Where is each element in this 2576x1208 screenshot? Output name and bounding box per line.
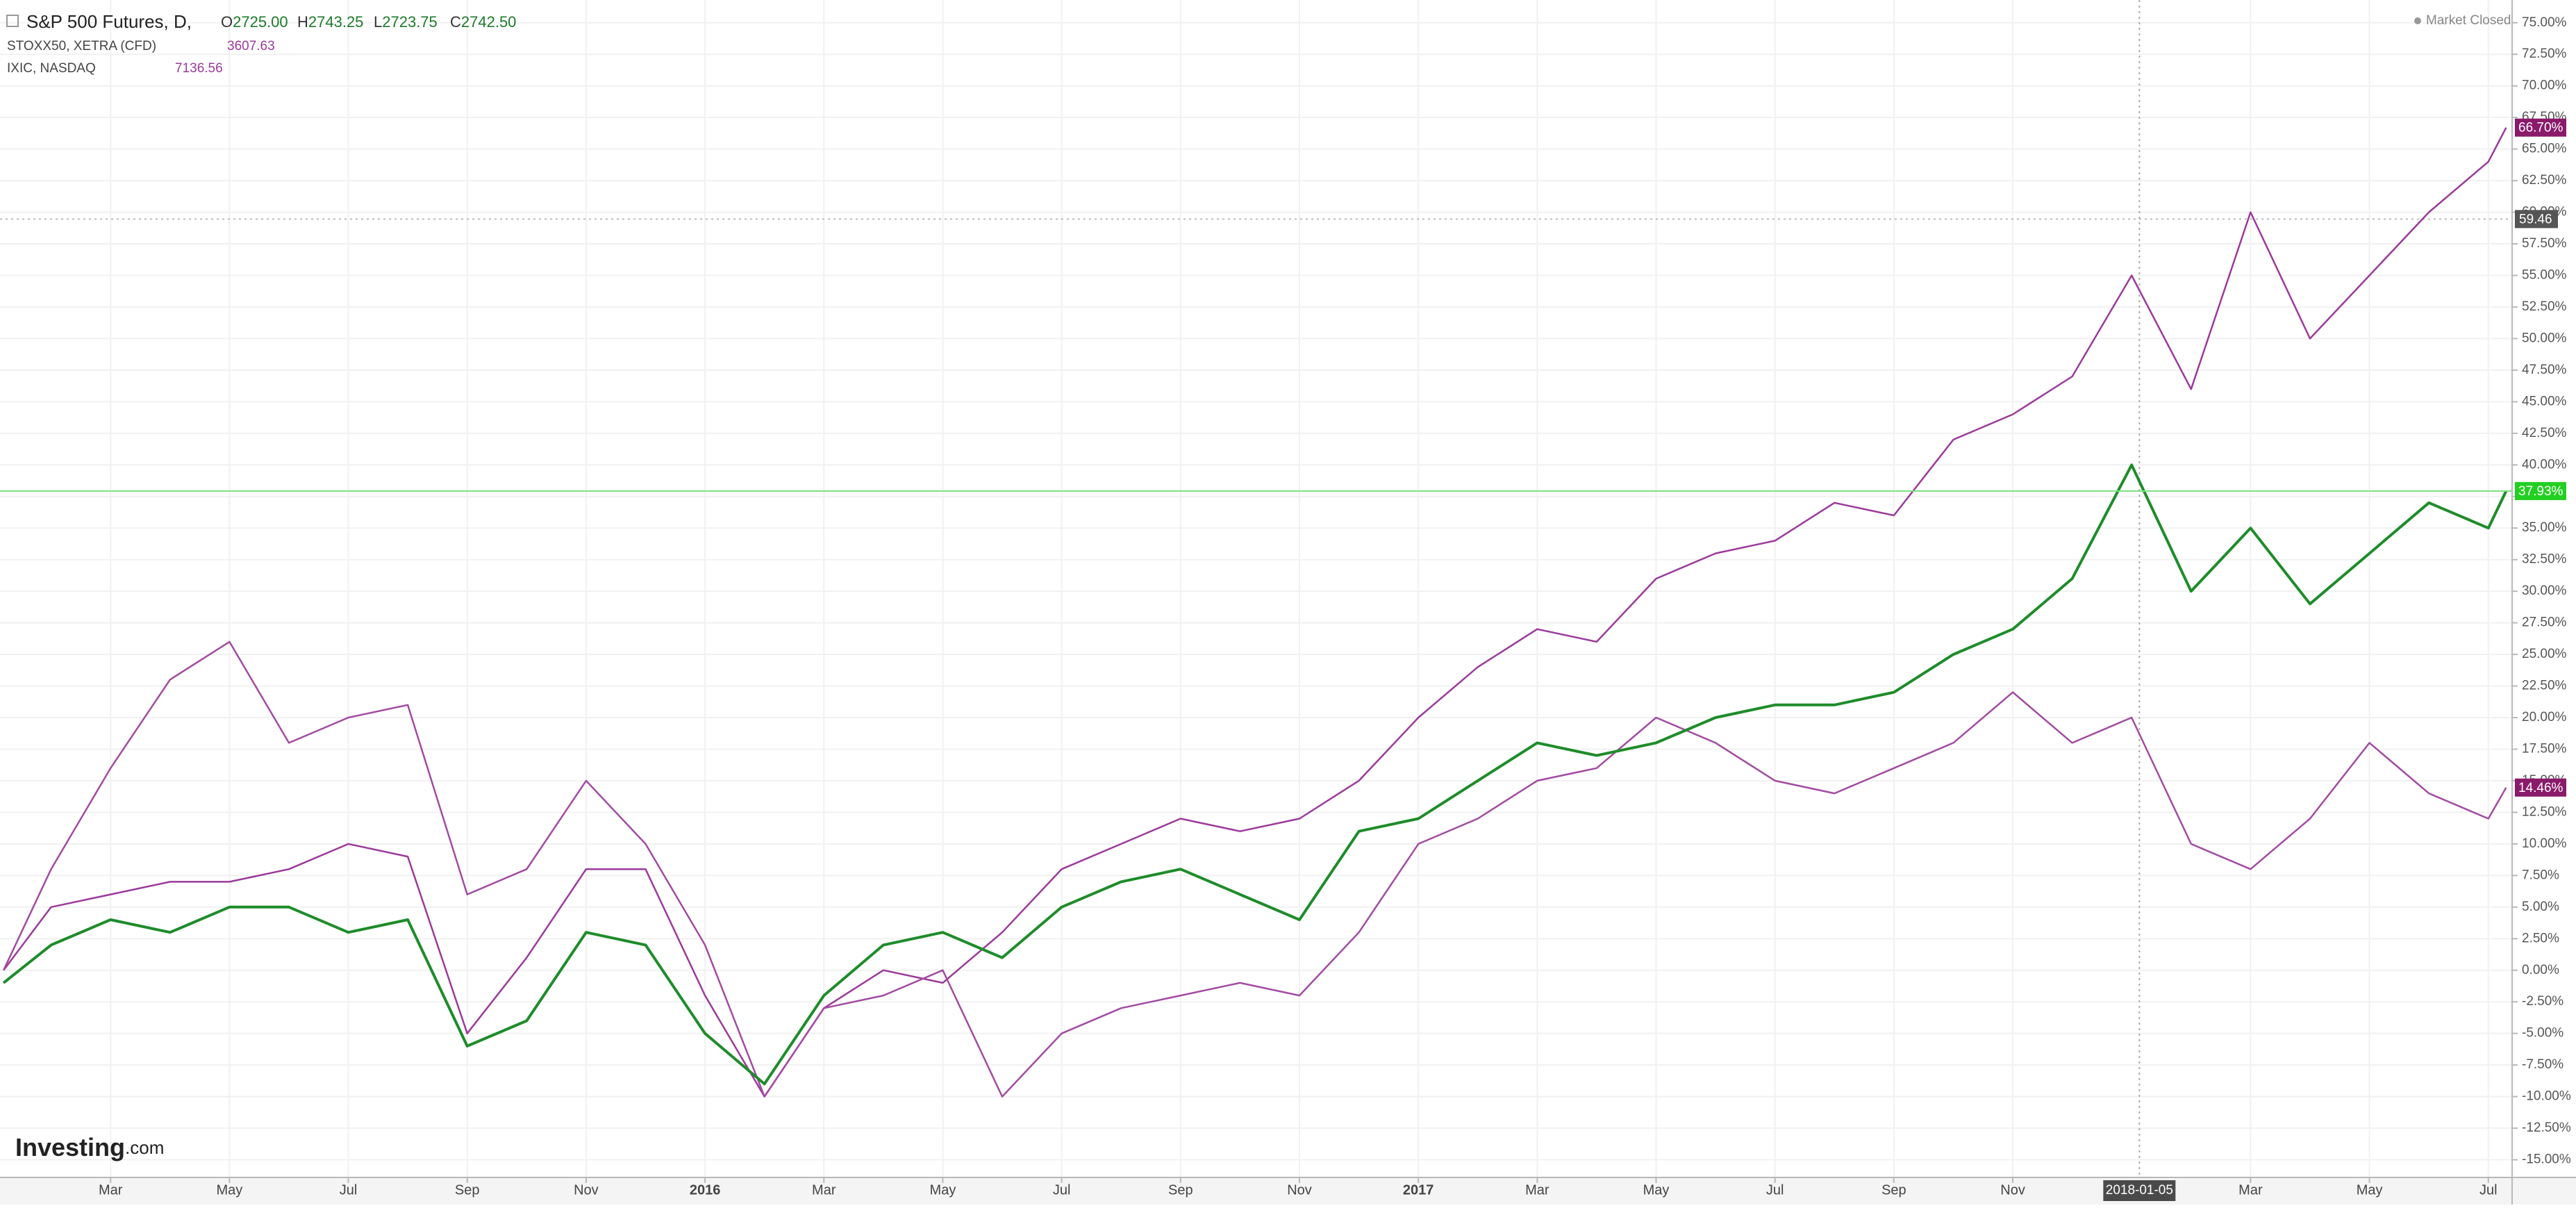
x-tick-label: May	[1643, 1182, 1670, 1198]
y-tick-label: -12.50%	[2522, 1120, 2571, 1135]
y-tick-label: 17.50%	[2522, 741, 2567, 756]
x-tick-label: Nov	[2000, 1182, 2025, 1198]
last-label-bg	[2515, 778, 2566, 797]
grid	[0, 0, 2512, 1177]
series-line	[2, 640, 2507, 1098]
y-tick-label: -7.50%	[2522, 1057, 2563, 1072]
compare-symbol: IXIC, NASDAQ	[7, 61, 96, 76]
y-tick-label: 65.00%	[2522, 142, 2567, 156]
ohlc-item: O2725.00	[221, 13, 288, 31]
x-tick-label: May	[2357, 1182, 2383, 1198]
x-tick-label: Mar	[2238, 1182, 2263, 1198]
y-tick-label: -5.00%	[2522, 1026, 2563, 1041]
last-label: 37.93%	[2518, 484, 2563, 499]
y-tick-label: 40.00%	[2522, 457, 2567, 472]
y-tick-label: 10.00%	[2522, 836, 2567, 851]
last-label-bg	[2515, 118, 2566, 137]
x-tick-label: Mar	[812, 1182, 836, 1198]
y-tick-label: 32.50%	[2522, 552, 2567, 567]
y-tick-label: 42.50%	[2522, 426, 2567, 440]
logo-suffix: .com	[125, 1137, 164, 1158]
logo: Investing.com	[15, 1133, 164, 1161]
y-tick-label: 62.50%	[2522, 173, 2567, 188]
x-tick-label: May	[930, 1182, 956, 1198]
y-tick-label: 45.00%	[2522, 394, 2567, 408]
y-tick-label: 57.50%	[2522, 236, 2567, 251]
y-tick-label: 25.00%	[2522, 647, 2567, 661]
y-tick-label: -10.00%	[2522, 1089, 2571, 1104]
x-tick-label: Nov	[1287, 1182, 1312, 1198]
y-tick-label: 22.50%	[2522, 679, 2567, 693]
compare-symbol: STOXX50, XETRA (CFD)	[7, 39, 156, 53]
x-tick-label: Jul	[1766, 1182, 1784, 1198]
cursor-label-bg	[2103, 1180, 2176, 1201]
y-tick-label: -2.50%	[2522, 994, 2563, 1009]
collapse-icon[interactable]	[6, 15, 19, 27]
ohlc-key: L	[374, 13, 382, 31]
ohlc-key: O	[221, 13, 233, 31]
x-tick-label: Sep	[1881, 1182, 1906, 1198]
x-tick-label: May	[216, 1182, 242, 1198]
reference-label-bg	[2515, 210, 2558, 229]
ohlc-item: L2723.75	[374, 13, 438, 31]
x-tick-label: Jul	[2479, 1182, 2498, 1198]
y-tick-label: 35.00%	[2522, 520, 2567, 535]
y-tick-label: 75.00%	[2522, 15, 2567, 30]
y-tick-label: 72.50%	[2522, 47, 2567, 61]
y-tick-label: 55.00%	[2522, 267, 2567, 282]
last-label-bg	[2515, 481, 2566, 500]
axes: 75.00%72.50%70.00%67.50%65.00%62.50%60.0…	[99, 15, 2571, 1201]
y-tick-label: 5.00%	[2522, 900, 2559, 914]
ohlc-value: 2723.75	[382, 13, 438, 31]
y-tick-label: 2.50%	[2522, 931, 2559, 945]
ohlc-item: H2743.25	[297, 13, 363, 31]
ohlc-value: 2743.25	[308, 13, 364, 31]
ohlc-key: H	[297, 13, 308, 31]
y-tick-label: -15.00%	[2522, 1152, 2571, 1167]
x-tick-label: 2016	[690, 1182, 721, 1198]
ohlc-value: 2725.00	[233, 13, 288, 31]
y-tick-label: 70.00%	[2522, 78, 2567, 93]
x-tick-label: Mar	[99, 1182, 123, 1198]
x-tick-label: Nov	[574, 1182, 599, 1198]
ohlc: O2725.00 H2743.25 L2723.75 C2742.50	[221, 13, 516, 31]
x-tick-label: 2017	[1403, 1182, 1434, 1198]
compare-price: 7136.56	[175, 61, 223, 76]
market-status: Market Closed	[2426, 13, 2511, 28]
main-symbol: S&P 500 Futures, D,	[26, 11, 192, 32]
x-tick-label: Mar	[1525, 1182, 1549, 1198]
series-line	[3, 127, 2507, 1098]
y-tick-label: 50.00%	[2522, 331, 2567, 345]
y-tick-label: 30.00%	[2522, 584, 2567, 598]
last-label: 66.70%	[2518, 121, 2563, 135]
y-tick-label: 20.00%	[2522, 710, 2567, 725]
plot	[0, 0, 2512, 1177]
ohlc-value: 2742.50	[461, 13, 517, 31]
compare-price: 3607.63	[227, 39, 275, 53]
y-tick-label: 52.50%	[2522, 299, 2567, 314]
x-tick-label: Sep	[455, 1182, 480, 1198]
x-tick-label: Jul	[1053, 1182, 1071, 1198]
reference-label: 59.46	[2519, 212, 2552, 226]
status-dot	[2414, 17, 2421, 24]
x-tick-label: Sep	[1168, 1182, 1193, 1198]
y-tick-label: 27.50%	[2522, 615, 2567, 630]
cursor-label: 2018-01-05	[2106, 1183, 2173, 1198]
logo-main: Investing	[15, 1133, 125, 1161]
y-tick-label: 0.00%	[2522, 963, 2559, 977]
x-tick-label: Jul	[340, 1182, 358, 1198]
ohlc-item: C2742.50	[450, 13, 516, 31]
y-tick-label: 47.50%	[2522, 363, 2567, 377]
last-label: 14.46%	[2518, 781, 2563, 795]
y-tick-label: 12.50%	[2522, 804, 2567, 819]
y-tick-label: 7.50%	[2522, 868, 2559, 882]
series-line	[2, 463, 2508, 1086]
ohlc-key: C	[450, 13, 461, 31]
